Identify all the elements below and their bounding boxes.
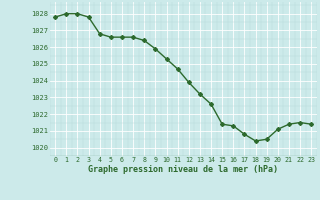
X-axis label: Graphe pression niveau de la mer (hPa): Graphe pression niveau de la mer (hPa) <box>88 165 278 174</box>
